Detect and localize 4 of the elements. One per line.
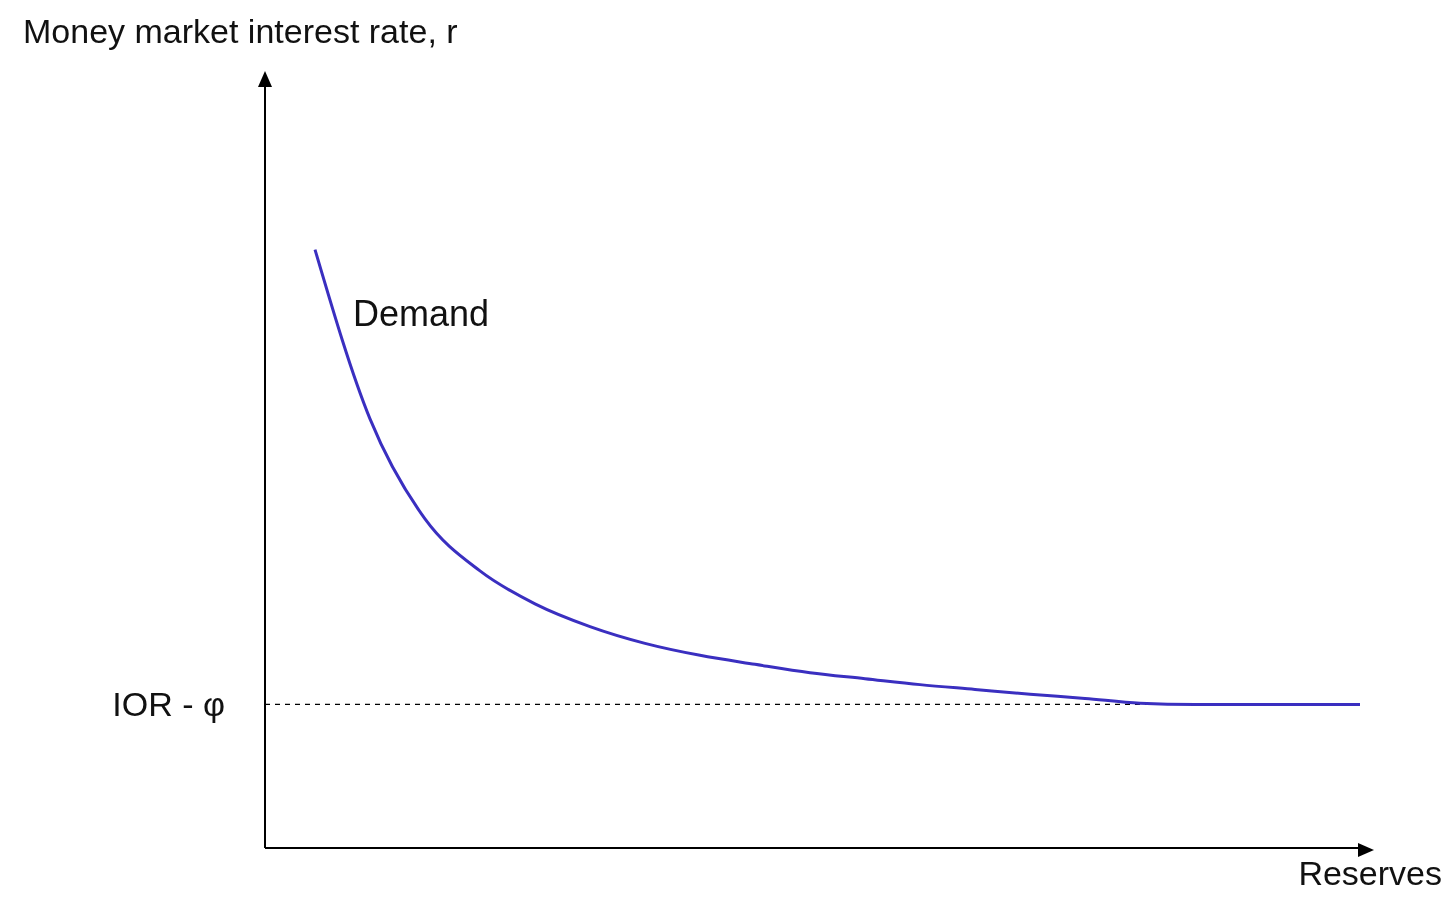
x-axis-title: Reserves — [1298, 854, 1442, 893]
annotation: Demand — [352, 293, 490, 335]
text: Money market interest rate, r — [23, 12, 458, 51]
ref-line-label: IOR - φ — [112, 685, 225, 724]
